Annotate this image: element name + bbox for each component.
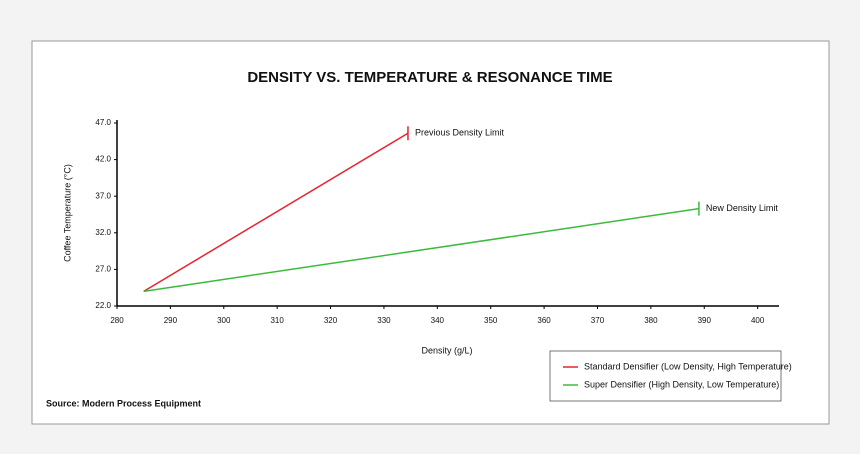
x-axis-label: Density (g/L) <box>421 345 472 355</box>
legend-label: Super Densifier (High Density, Low Tempe… <box>584 379 779 389</box>
x-tick-label: 300 <box>217 316 231 325</box>
legend-label: Standard Densifier (Low Density, High Te… <box>584 361 792 371</box>
x-tick-label: 400 <box>751 316 765 325</box>
y-tick-label: 37.0 <box>95 191 111 200</box>
x-tick-label: 360 <box>537 316 551 325</box>
y-tick-label: 47.0 <box>95 118 111 127</box>
x-tick-label: 320 <box>324 316 338 325</box>
x-tick-label: 280 <box>110 316 124 325</box>
x-tick-label: 290 <box>164 316 178 325</box>
x-tick-label: 350 <box>484 316 498 325</box>
x-tick-label: 330 <box>377 316 391 325</box>
x-tick-label: 310 <box>270 316 284 325</box>
y-tick-label: 42.0 <box>95 155 111 164</box>
x-tick-label: 390 <box>698 316 712 325</box>
x-tick-label: 380 <box>644 316 658 325</box>
series-line <box>143 207 700 293</box>
y-tick-label: 22.0 <box>95 301 111 310</box>
annotation: New Density Limit <box>706 203 779 213</box>
source: Source: Modern Process Equipment <box>46 398 201 408</box>
chart-title: DENSITY VS. TEMPERATURE & RESONANCE TIME <box>247 69 612 86</box>
x-tick-label: 370 <box>591 316 605 325</box>
series-line <box>143 132 409 293</box>
y-axis-label: Coffee Temperature (°C) <box>62 164 72 262</box>
annotation: Previous Density Limit <box>415 128 505 138</box>
x-tick-label: 340 <box>431 316 445 325</box>
legend <box>549 350 782 402</box>
y-tick-label: 27.0 <box>95 265 111 274</box>
y-tick-label: 32.0 <box>95 228 111 237</box>
